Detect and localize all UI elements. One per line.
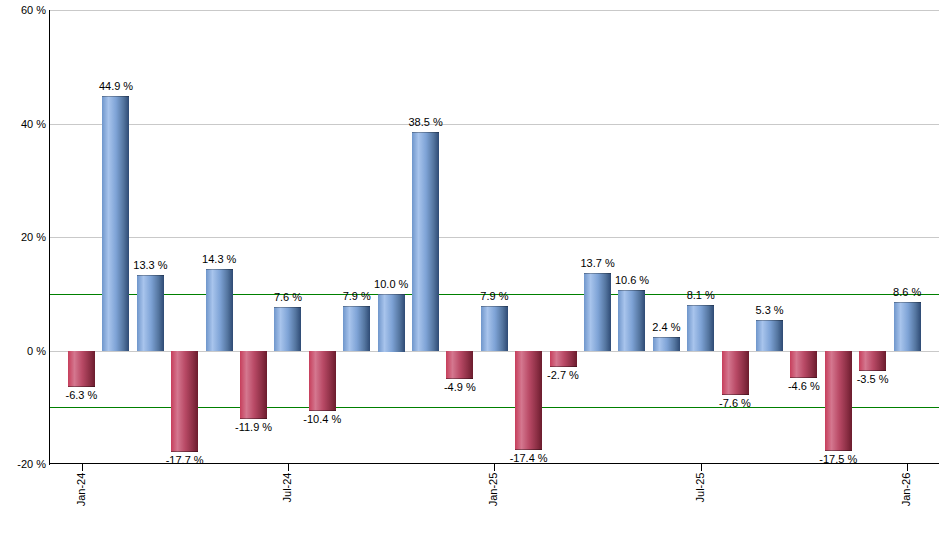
bar-value-label: 14.3 % <box>202 253 236 266</box>
x-tick <box>494 464 495 471</box>
bar-Jun-25 <box>653 337 680 352</box>
bar-Aug-25 <box>722 351 749 395</box>
bar-value-label: -3.5 % <box>857 373 889 386</box>
bar-Jul-25 <box>687 305 714 352</box>
gridline-20 <box>50 237 939 238</box>
bar-value-label: 10.0 % <box>374 278 408 291</box>
bar-value-label: -4.6 % <box>788 380 820 393</box>
bar-Jan-26 <box>894 302 921 352</box>
bar-value-label: -10.4 % <box>303 413 341 426</box>
y-axis-line <box>49 10 50 465</box>
bar-value-label: 8.6 % <box>893 286 921 299</box>
x-tick-label: Jan-24 <box>75 472 88 506</box>
bar-value-label: 7.9 % <box>343 290 371 303</box>
bar-value-label: 13.7 % <box>581 257 615 270</box>
bar-value-label: -6.3 % <box>66 389 98 402</box>
y-tick-label: 40 % <box>0 117 46 131</box>
bar-value-label: 5.3 % <box>756 304 784 317</box>
y-tick-label: 20 % <box>0 230 46 244</box>
x-tick <box>907 464 908 471</box>
bar-value-label: -11.9 % <box>235 421 272 434</box>
x-tick <box>701 464 702 471</box>
bar-Oct-25 <box>790 351 817 378</box>
bar-Apr-24 <box>171 351 198 452</box>
bar-Apr-25 <box>584 273 611 352</box>
y-tick-label: 60 % <box>0 3 46 17</box>
bar-value-label: 44.9 % <box>99 80 133 93</box>
bar-Jun-24 <box>240 351 267 420</box>
bar-Dec-24 <box>446 351 473 380</box>
x-tick-label: Jul-24 <box>281 472 294 502</box>
bar-Sep-24 <box>343 306 370 352</box>
bar-Aug-24 <box>309 351 336 411</box>
bar-Dec-25 <box>859 351 886 372</box>
bar-value-label: -4.9 % <box>444 381 476 394</box>
bar-Jan-25 <box>481 306 508 352</box>
y-tick-label: 0 % <box>0 344 46 358</box>
bar-value-label: 38.5 % <box>409 116 443 129</box>
bar-value-label: 7.9 % <box>480 290 508 303</box>
x-tick-label: Jan-25 <box>488 472 501 506</box>
monthly-returns-bar-chart: 60 % 40 % 20 % 0 % -20 % -6.3 % 44.9 % 13.3 % -1… <box>0 0 940 550</box>
bar-value-label: 8.1 % <box>687 289 715 302</box>
gridline-40 <box>50 124 939 125</box>
bar-Jan-24 <box>68 351 95 388</box>
bar-Oct-24 <box>378 294 405 352</box>
bar-value-label: -17.4 % <box>510 452 548 465</box>
bar-value-label: -17.7 % <box>166 454 204 467</box>
bar-value-label: -7.6 % <box>719 397 751 410</box>
bar-Mar-25 <box>550 351 577 367</box>
bar-value-label: -17.5 % <box>819 453 857 466</box>
x-tick <box>288 464 289 471</box>
x-tick <box>82 464 83 471</box>
gridline-60 <box>50 10 939 11</box>
bar-Nov-25 <box>825 351 852 451</box>
x-tick-label: Jan-26 <box>900 472 913 506</box>
bar-May-25 <box>618 290 645 351</box>
bar-May-24 <box>206 269 233 351</box>
bar-value-label: 10.6 % <box>615 274 649 287</box>
bar-Feb-25 <box>515 351 542 451</box>
bar-value-label: 7.6 % <box>274 291 302 304</box>
bar-value-label: -2.7 % <box>547 369 579 382</box>
plot-area <box>50 10 939 464</box>
x-tick-label: Jul-25 <box>694 472 707 502</box>
bar-value-label: 13.3 % <box>133 259 167 272</box>
bar-Jul-24 <box>274 307 301 351</box>
bar-value-label: 2.4 % <box>652 321 680 334</box>
bar-Feb-24 <box>102 96 129 352</box>
y-tick-label: -20 % <box>0 457 46 471</box>
bar-Nov-24 <box>412 132 439 351</box>
bar-Sep-25 <box>756 320 783 351</box>
bar-Mar-24 <box>137 275 164 351</box>
